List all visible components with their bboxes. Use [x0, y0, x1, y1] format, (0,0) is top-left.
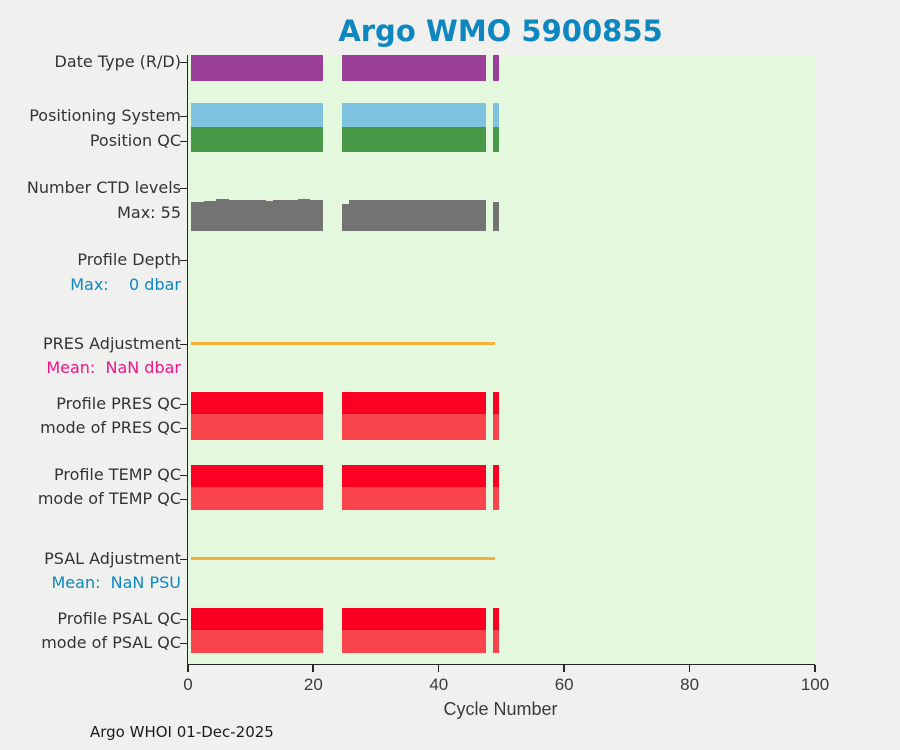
y-axis-label: mode of PSAL QC — [41, 633, 181, 652]
y-axis-label: Max: 55 — [117, 203, 181, 222]
chart-title: Argo WMO 5900855 — [338, 14, 663, 48]
y-axis-label: PSAL Adjustment — [44, 549, 181, 568]
ctd-level-bar — [216, 199, 229, 231]
date-type-bar-segment — [191, 55, 324, 81]
position-qc-bar-segment — [191, 127, 324, 152]
mode-pres-qc-bar-segment — [342, 414, 487, 440]
positioning-system-bar-segment — [191, 103, 324, 127]
footer-credit: Argo WHOI 01-Dec-2025 — [90, 723, 274, 741]
profile-temp-qc-bar-segment — [191, 465, 324, 487]
y-axis-tick — [180, 642, 187, 644]
y-axis-tick — [180, 343, 187, 345]
y-axis-tick — [180, 427, 187, 429]
y-axis-tick — [180, 61, 187, 63]
x-axis-tick-label: 20 — [303, 675, 323, 694]
y-axis-tick — [180, 474, 187, 476]
profile-psal-qc-bar-segment — [492, 608, 499, 630]
y-axis-label: Date Type (R/D) — [54, 52, 181, 71]
mode-pres-qc-bar-segment — [492, 414, 499, 440]
x-axis-tick — [312, 665, 314, 672]
psal-adjustment-line — [191, 556, 496, 560]
mode-temp-qc-bar-segment — [342, 487, 487, 510]
y-axis-label: Profile PSAL QC — [57, 609, 181, 628]
position-qc-bar-segment — [342, 127, 487, 152]
profile-pres-qc-bar-segment — [191, 392, 324, 414]
profile-temp-qc-bar-segment — [342, 465, 487, 487]
ctd-level-bar — [310, 200, 324, 231]
y-axis-tick — [180, 115, 187, 117]
y-axis-label: Position QC — [89, 131, 181, 150]
positioning-system-bar-segment — [492, 103, 499, 127]
mode-temp-qc-bar-segment — [492, 487, 499, 510]
mode-pres-qc-bar-segment — [191, 414, 324, 440]
x-axis-tick-label: 60 — [554, 675, 574, 694]
mode-temp-qc-bar-segment — [191, 487, 324, 510]
positioning-system-bar-segment — [342, 103, 487, 127]
y-axis-label: Number CTD levels — [26, 178, 181, 197]
profile-temp-qc-bar-segment — [492, 465, 499, 487]
mode-psal-qc-bar-segment — [191, 630, 324, 653]
ctd-level-bar — [203, 200, 217, 231]
pres-adjustment-line — [191, 341, 496, 345]
ctd-level-bar — [272, 200, 298, 231]
y-axis-label: Profile Depth — [77, 250, 181, 269]
x-axis-tick — [814, 665, 816, 672]
y-axis-label: mode of PRES QC — [40, 418, 181, 437]
y-axis-tick — [180, 259, 187, 261]
date-type-bar-segment — [492, 55, 499, 81]
x-axis-tick-label: 0 — [183, 675, 193, 694]
x-axis-tick-label: 80 — [680, 675, 700, 694]
mode-psal-qc-bar-segment — [492, 630, 499, 653]
ctd-level-bar — [297, 199, 311, 231]
y-axis-tick — [180, 618, 187, 620]
x-axis-tick-label: 40 — [429, 675, 449, 694]
profile-pres-qc-bar-segment — [342, 392, 487, 414]
ctd-level-bar — [191, 201, 204, 231]
ctd-level-bar — [228, 200, 267, 231]
mode-psal-qc-bar-segment — [342, 630, 487, 653]
y-axis-label: Mean: NaN dbar — [46, 358, 181, 377]
x-axis-tick — [688, 665, 691, 672]
date-type-bar-segment — [342, 55, 487, 81]
y-axis-label: Positioning System — [29, 106, 181, 125]
ctd-level-bar — [266, 201, 273, 231]
y-axis-label: PRES Adjustment — [43, 334, 181, 353]
position-qc-bar-segment — [492, 127, 499, 152]
plot-area — [187, 55, 815, 665]
y-axis-tick — [180, 187, 187, 189]
x-axis-tick — [187, 665, 189, 672]
y-axis-tick — [180, 558, 187, 560]
y-axis-label: Profile PRES QC — [56, 394, 181, 413]
ctd-level-bar — [342, 203, 349, 231]
x-axis-label: Cycle Number — [443, 699, 558, 719]
x-axis-tick-label: 100 — [800, 675, 830, 694]
profile-psal-qc-bar-segment — [342, 608, 487, 630]
y-axis-tick — [180, 140, 187, 142]
profile-pres-qc-bar-segment — [492, 392, 499, 414]
profile-psal-qc-bar-segment — [191, 608, 324, 630]
x-axis-tick — [437, 665, 440, 672]
y-axis-label: Max: 0 dbar — [70, 275, 181, 294]
ctd-level-bar — [348, 199, 487, 231]
y-axis-label: Profile TEMP QC — [53, 465, 181, 484]
y-axis-tick — [180, 498, 187, 500]
x-axis-tick — [563, 665, 565, 672]
y-axis-tick — [180, 403, 187, 405]
ctd-level-bar — [492, 201, 499, 231]
y-axis-label: Mean: NaN PSU — [51, 573, 182, 592]
y-axis-label: mode of TEMP QC — [37, 489, 181, 508]
